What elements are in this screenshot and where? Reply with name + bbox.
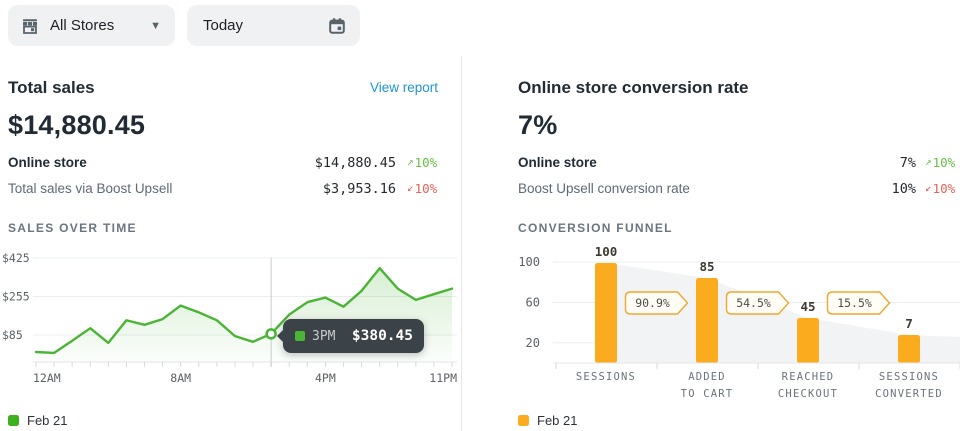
conversion-rate-title: Online store conversion rate	[518, 78, 749, 97]
svg-text:SESSIONS: SESSIONS	[576, 371, 636, 383]
metric-value-online-store: $14,880.45	[314, 155, 396, 171]
chevron-down-icon: ▼	[150, 19, 161, 32]
metric-value-boost-upsell: $3,953.16	[322, 181, 396, 197]
delta-boost-rate: ↙ 10%	[925, 181, 956, 196]
total-sales-value: $14,880.45	[8, 110, 146, 140]
svg-text:100: 100	[595, 244, 618, 259]
tooltip-arrow	[277, 330, 283, 342]
svg-text:12AM: 12AM	[33, 371, 61, 385]
svg-text:$255: $255	[2, 290, 30, 304]
total-sales-title: Total sales	[8, 78, 95, 97]
svg-text:11PM: 11PM	[429, 371, 457, 385]
metric-value-boost-rate: 10%	[891, 181, 916, 197]
svg-text:20: 20	[526, 336, 540, 350]
delta-online-store: ↗ 10%	[407, 155, 438, 170]
metric-label-online-store-rate: Online store	[518, 155, 597, 170]
svg-text:4PM: 4PM	[315, 371, 336, 385]
svg-text:ADDED: ADDED	[688, 371, 726, 383]
legend-swatch-green	[8, 415, 19, 426]
legend-label: Feb 21	[27, 413, 68, 428]
delta-online-store-rate: ↗ 10%	[925, 155, 956, 170]
funnel-legend-feb21[interactable]: Feb 21	[518, 413, 577, 428]
svg-text:90.9%: 90.9%	[635, 296, 670, 310]
metric-value-online-store-rate: 7%	[899, 155, 916, 171]
conversion-rate-value: 7%	[518, 110, 558, 140]
svg-text:54.5%: 54.5%	[736, 296, 771, 310]
delta-boost-upsell: ↙ 10%	[407, 181, 438, 196]
date-selector-button[interactable]: Today	[187, 5, 360, 46]
panel-divider	[461, 56, 462, 431]
calendar-icon	[327, 16, 347, 36]
svg-text:7: 7	[905, 316, 913, 331]
trend-up-icon: ↗	[407, 155, 414, 168]
tooltip-value: $380.45	[351, 328, 413, 344]
view-report-link[interactable]: View report	[369, 80, 438, 95]
tooltip-time: 3PM	[312, 328, 336, 344]
legend-swatch-orange	[518, 415, 529, 426]
conversion-funnel-chart[interactable]: 100 60 20 100 85 45 7 90.9% 54.5% 15.5% SESSIONS AD…	[461, 240, 960, 410]
trend-up-icon: ↗	[925, 155, 932, 168]
metric-label-boost-upsell: Total sales via Boost Upsell	[8, 181, 173, 196]
svg-text:SESSIONS: SESSIONS	[879, 371, 939, 383]
store-selector-label: All Stores	[50, 17, 115, 34]
sales-over-time-heading: SALES OVER TIME	[8, 221, 137, 235]
svg-text:CONVERTED: CONVERTED	[875, 388, 943, 400]
tooltip-series-swatch	[295, 331, 305, 341]
trend-down-icon: ↙	[925, 181, 932, 194]
svg-text:15.5%: 15.5%	[837, 296, 872, 310]
svg-text:60: 60	[526, 295, 540, 309]
conversion-funnel-heading: CONVERSION FUNNEL	[518, 221, 673, 235]
sales-legend-feb21[interactable]: Feb 21	[8, 413, 67, 428]
chart-tooltip: 3PM $380.45	[277, 319, 424, 353]
svg-text:45: 45	[800, 299, 815, 314]
svg-text:REACHED: REACHED	[782, 371, 835, 383]
metric-label-boost-rate: Boost Upsell conversion rate	[518, 181, 690, 196]
svg-text:CHECKOUT: CHECKOUT	[778, 388, 838, 400]
date-selector-label: Today	[203, 17, 244, 34]
svg-text:$425: $425	[2, 251, 30, 265]
store-icon	[20, 16, 40, 36]
svg-text:8AM: 8AM	[170, 371, 191, 385]
svg-text:TO CART: TO CART	[681, 388, 734, 400]
svg-text:85: 85	[699, 259, 714, 274]
legend-label: Feb 21	[537, 413, 578, 428]
store-selector-button[interactable]: All Stores ▼	[8, 5, 175, 46]
svg-text:100: 100	[518, 255, 540, 269]
svg-text:$85: $85	[2, 328, 23, 342]
trend-down-icon: ↙	[407, 181, 414, 194]
metric-label-online-store: Online store	[8, 155, 87, 170]
